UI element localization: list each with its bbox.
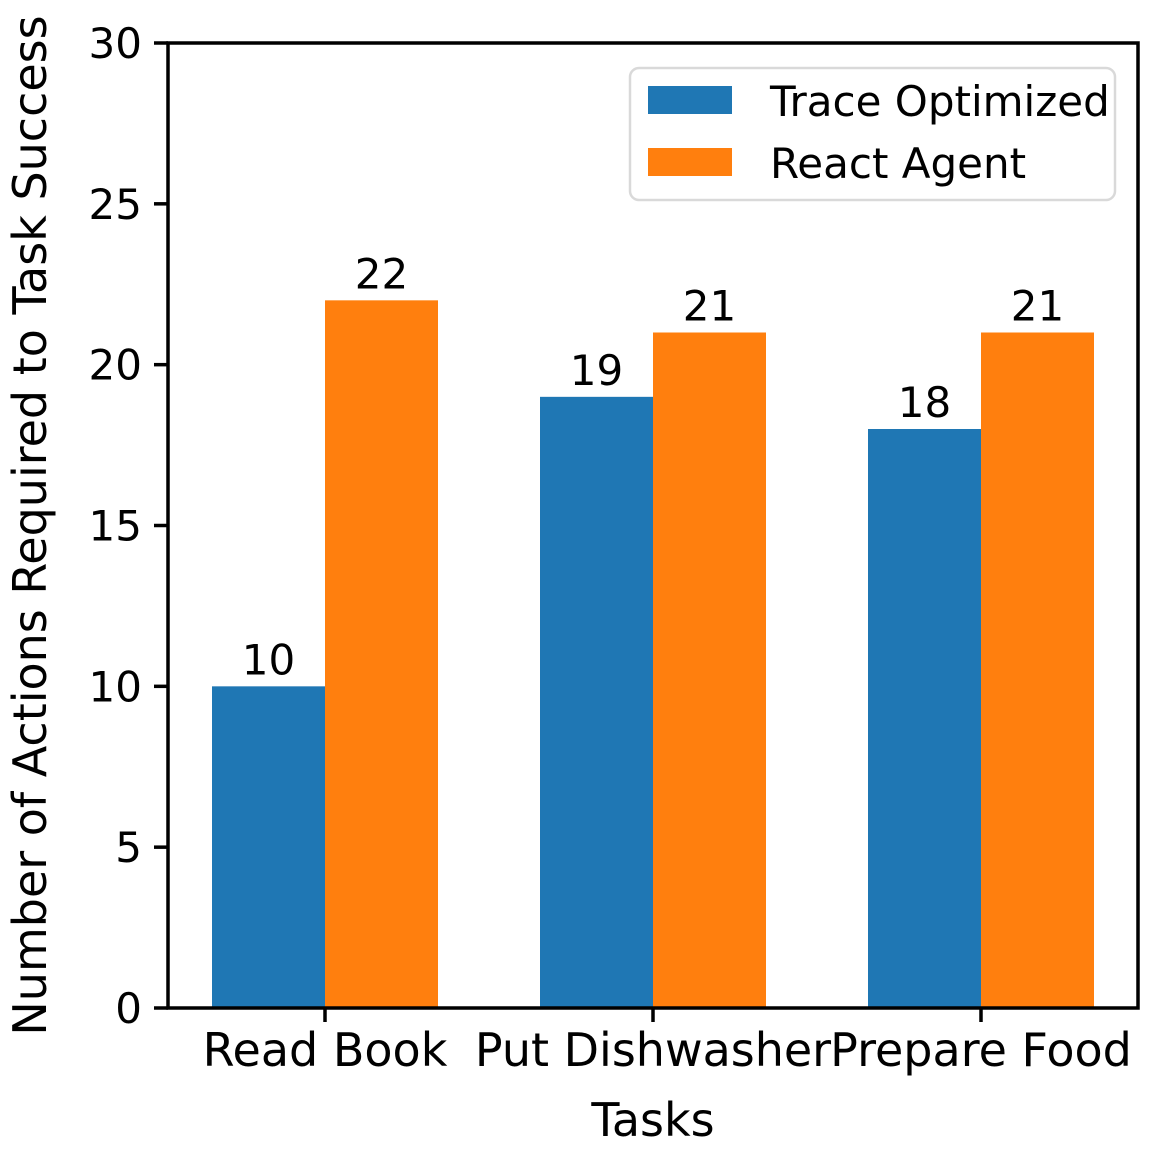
bar-trace-optimized-put-dishwasher [540,396,653,1008]
legend-label: React Agent [770,139,1026,188]
bar-react-agent-put-dishwasher [653,332,766,1008]
legend-swatch-react-agent [648,148,732,176]
y-tick-label: 5 [115,823,142,872]
bar-trace-optimized-read-book [212,686,325,1008]
bar-value-label: 21 [1011,282,1064,331]
bar-value-label: 18 [898,378,951,427]
bar-value-label: 19 [570,346,623,395]
y-axis-label: Number of Actions Required to Task Succe… [3,15,57,1035]
y-tick-label: 15 [89,502,142,551]
y-tick-label: 30 [89,19,142,68]
y-tick-label: 20 [89,341,142,390]
y-tick-label: 10 [89,662,142,711]
y-tick-label: 25 [89,180,142,229]
bar-value-label: 22 [355,249,408,298]
bar-react-agent-prepare-food [981,332,1094,1008]
y-tick-label: 0 [115,984,142,1033]
x-tick-label: Prepare Food [830,1023,1132,1077]
bar-trace-optimized-prepare-food [868,429,981,1008]
bar-value-label: 21 [683,282,736,331]
legend-swatch-trace-optimized [648,86,732,114]
legend-box [628,66,1117,202]
x-axis-label: Tasks [590,1093,714,1147]
bar-value-label: 10 [242,635,295,684]
x-tick-label: Put Dishwasher [475,1023,831,1077]
bar-react-agent-read-book [325,300,438,1008]
legend-label: Trace Optimized [769,77,1110,126]
x-tick-label: Read Book [203,1023,448,1077]
